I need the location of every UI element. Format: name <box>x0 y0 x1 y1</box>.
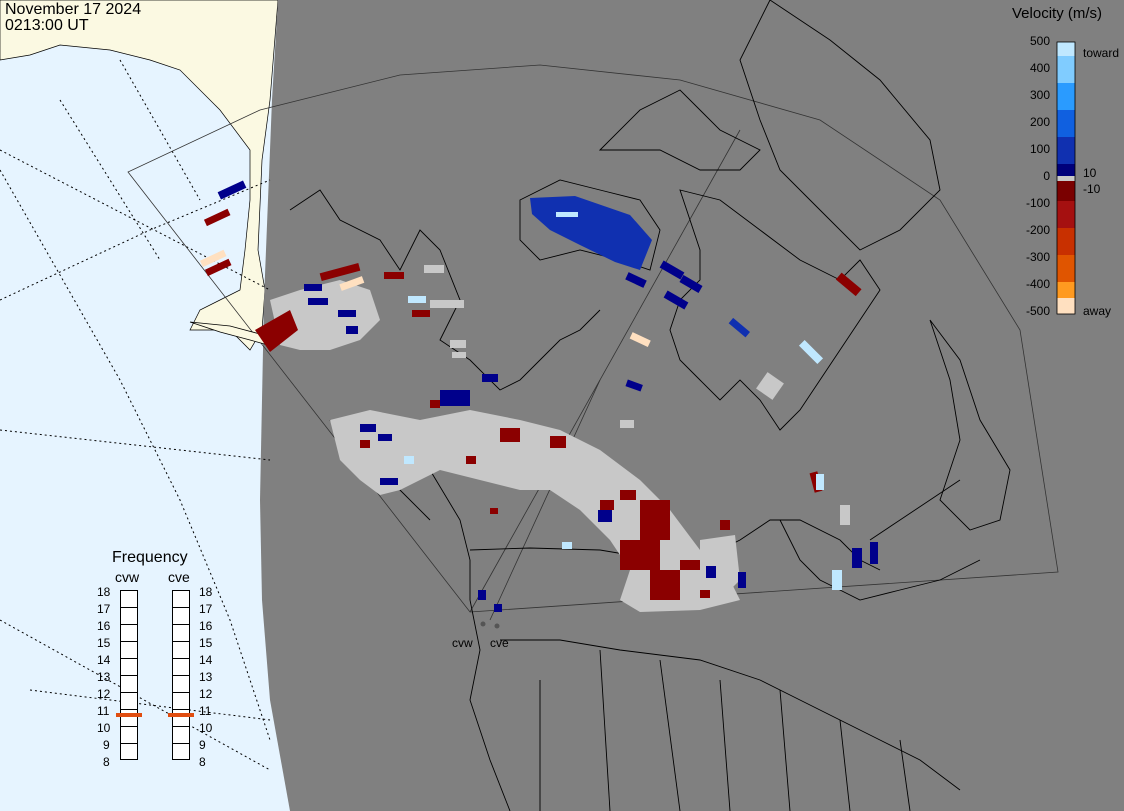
away-scatter <box>203 208 862 600</box>
velocity-colorbar <box>1056 41 1076 315</box>
graticule <box>0 59 271 771</box>
colorbar-tick: -300 <box>1025 250 1050 264</box>
freq-tick-right: 9 <box>199 738 206 752</box>
colorbar-tick: -100 <box>1025 196 1050 210</box>
frequency-column-cve <box>172 590 190 760</box>
freq-tick-right: 8 <box>199 755 206 769</box>
colorbar-tick: 100 <box>1029 142 1050 156</box>
freq-tick-left: 10 <box>97 721 111 735</box>
frequency-marker-cvw <box>116 713 142 717</box>
cve-site-marker <box>494 623 500 629</box>
colorbar-tick: -500 <box>1025 304 1050 318</box>
freq-tick-right: 14 <box>199 653 213 667</box>
freq-tick-right: 18 <box>199 585 213 599</box>
colorbar-tick: 0 <box>1043 169 1050 183</box>
freq-tick-left: 17 <box>97 602 111 616</box>
away-label: away <box>1083 304 1112 318</box>
cvw-site-marker <box>480 621 486 627</box>
freq-tick-right: 11 <box>199 704 212 718</box>
colorbar-tick: -400 <box>1025 277 1050 291</box>
time-text: 0213:00 UT <box>5 17 89 34</box>
freq-tick-right: 10 <box>199 721 213 735</box>
freq-tick-right: 17 <box>199 602 213 616</box>
freq-tick-left: 8 <box>103 755 110 769</box>
freq-tick-right: 15 <box>199 636 213 650</box>
toward-label: toward <box>1083 46 1120 60</box>
colorbar-tick: 300 <box>1029 88 1050 102</box>
freq-tick-right: 16 <box>199 619 213 633</box>
colorbar-tick: 400 <box>1029 61 1050 75</box>
freq-tick-right: 12 <box>199 687 213 701</box>
globe-area <box>260 0 1124 811</box>
freq-tick-left: 11 <box>97 704 110 718</box>
alaska-land <box>0 0 279 351</box>
freq-tick-left: 16 <box>97 619 111 633</box>
toward-light-scatter <box>404 212 842 590</box>
toward-scatter <box>217 180 878 612</box>
freq-tick-left: 15 <box>97 636 111 650</box>
colorbar-tick: -10 <box>1083 182 1101 196</box>
strong-away-scatter <box>199 249 651 347</box>
freq-tick-right: 13 <box>199 670 213 684</box>
freq-tick-left: 18 <box>97 585 111 599</box>
freq-tick-left: 13 <box>97 670 111 684</box>
frequency-column-cvw <box>120 590 138 760</box>
frequency-marker-cve <box>168 713 194 717</box>
radar-name-cve: cve <box>168 569 190 585</box>
site-label-cvw: cvw <box>452 636 473 650</box>
colorbar-tick: -200 <box>1025 223 1050 237</box>
freq-tick-left: 9 <box>103 738 110 752</box>
radar-name-cvw: cvw <box>115 569 140 585</box>
freq-tick-left: 14 <box>97 653 111 667</box>
colorbar-tick: 500 <box>1029 34 1050 48</box>
date-text: November 17 2024 <box>5 1 142 18</box>
colorbar-tick: 200 <box>1029 115 1050 129</box>
site-label-cve: cve <box>490 636 509 650</box>
fov-outlines <box>127 64 1059 621</box>
colorbar-tick: 10 <box>1083 166 1097 180</box>
freq-tick-left: 12 <box>97 687 111 701</box>
colorbar-title: Velocity (m/s) <box>1012 5 1103 22</box>
frequency-title: Frequency <box>112 549 188 566</box>
